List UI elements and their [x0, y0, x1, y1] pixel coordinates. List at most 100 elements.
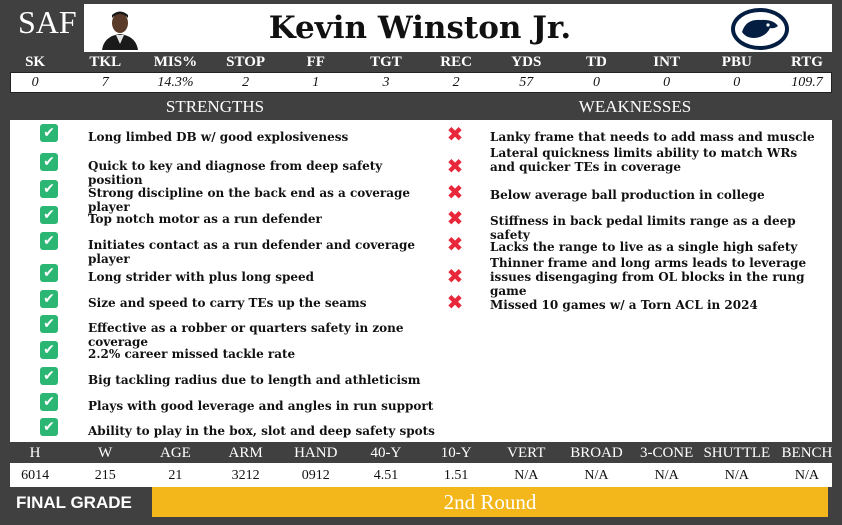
stat-value: 7 [101, 75, 109, 90]
combine-value: 4.51 [373, 468, 399, 483]
stat-value: 2 [242, 75, 250, 90]
weakness-item: ✖ Lacks the range to live as a single hig… [440, 234, 820, 256]
stat-header: FF [306, 54, 325, 70]
cross-icon: ✖ [446, 122, 464, 146]
strength-text: Long limbed DB w/ good explosiveness [88, 130, 349, 144]
strength-item: ✔ Plays with good leverage and angles in … [10, 393, 440, 415]
strength-text: Effective as a robber or quarters safety… [88, 321, 404, 349]
combine-value: N/A [584, 468, 609, 483]
check-icon: ✔ [40, 180, 58, 198]
stat-value: 2 [452, 75, 460, 90]
check-icon: ✔ [40, 153, 58, 171]
combine-value: 21 [168, 468, 183, 483]
stats-value-row [10, 72, 832, 93]
strength-item: ✔ Quick to key and diagnose from deep saf… [10, 153, 440, 187]
combine-values: 6014 215 21 3212 0912 4.51 1.51 N/A N/A N/A N/A N/A [0, 463, 842, 487]
combine-value-row [10, 463, 832, 487]
weakness-text: Lateral quickness limits ability to matc… [490, 146, 798, 174]
combine-header: W [98, 445, 113, 461]
check-icon: ✔ [40, 341, 58, 359]
stat-header: RTG [790, 54, 823, 70]
cross-icon: ✖ [446, 290, 464, 314]
stat-header: REC [440, 54, 472, 70]
strength-text: Quick to key and diagnose from deep safe… [88, 159, 383, 187]
strength-item: ✔ Long limbed DB w/ good explosiveness [10, 124, 440, 146]
stats-values: 0 7 14.3% 2 1 3 2 57 0 0 0 109.7 [0, 72, 842, 93]
stat-value: 57 [519, 75, 534, 90]
stat-value: 1 [312, 75, 320, 90]
weakness-item: ✖ Missed 10 games w/ a Torn ACL in 2024 [440, 292, 820, 314]
strength-item: ✔ Top notch motor as a run defender [10, 206, 440, 228]
weakness-text: Thinner frame and long arms leads to lev… [490, 256, 807, 298]
combine-header-row: H W AGE ARM HAND 40-Y 10-Y VERT BROAD 3-CONE SHUTT… [0, 443, 842, 463]
strength-text: Size and speed to carry TEs up the seams [88, 296, 367, 310]
check-icon: ✔ [40, 393, 58, 411]
player-photo [98, 6, 142, 50]
strength-text: 2.2% career missed tackle rate [88, 347, 296, 361]
check-icon: ✔ [40, 206, 58, 224]
stat-header: TKL [89, 54, 122, 70]
weakness-text: Stiffness in back pedal limits range as … [490, 214, 796, 242]
strength-text: Ability to play in the box, slot and dee… [88, 424, 435, 438]
combine-header: 3-CONE [639, 445, 694, 461]
combine-value: 1.51 [443, 468, 469, 483]
strength-item: ✔ Effective as a robber or quarters safet… [10, 315, 440, 349]
weakness-item: ✖ Thinner frame and long arms leads to le… [440, 256, 820, 298]
cross-icon: ✖ [446, 232, 464, 256]
stat-header: STOP [226, 54, 266, 70]
stat-value: 3 [382, 75, 390, 90]
combine-value: 215 [94, 468, 116, 483]
stat-value: 0 [592, 75, 600, 90]
check-icon: ✔ [40, 315, 58, 333]
strengths-title: STRENGTHS [165, 97, 265, 116]
final-grade-bar [152, 487, 828, 517]
cross-icon: ✖ [446, 264, 464, 288]
strength-text: Top notch motor as a run defender [88, 212, 322, 226]
stat-value: 0 [31, 75, 39, 90]
combine-header: AGE [160, 445, 191, 461]
player-name: Kevin Winston Jr. [268, 10, 572, 46]
combine-value: 0912 [301, 468, 330, 483]
combine-value: 3212 [231, 468, 260, 483]
cross-icon: ✖ [446, 154, 464, 178]
stat-header: MIS% [153, 54, 198, 70]
cross-icon: ✖ [446, 180, 464, 204]
check-icon: ✔ [40, 232, 58, 250]
stat-header: TGT [370, 54, 402, 70]
check-icon: ✔ [40, 264, 58, 282]
header-panel [84, 4, 832, 52]
combine-header: SHUTTLE [703, 445, 771, 461]
combine-value: 6014 [21, 468, 50, 483]
stat-header: INT [653, 54, 680, 70]
stat-header: SK [25, 54, 46, 70]
combine-header: 40-Y [370, 445, 402, 461]
strength-text: Strong discipline on the back end as a c… [88, 186, 411, 214]
stat-header: TD [586, 54, 607, 70]
combine-header: BROAD [570, 445, 623, 461]
strength-item: ✔ Big tackling radius due to length and a… [10, 367, 440, 389]
combine-value: N/A [514, 468, 539, 483]
weaknesses-title: WEAKNESSES [578, 97, 692, 116]
stat-header: PBU [721, 54, 752, 70]
final-grade-label: FINAL GRADE [16, 493, 132, 512]
weakness-item: ✖ Lateral quickness limits ability to mat… [440, 146, 820, 176]
final-grade-value: 2nd Round [443, 490, 537, 514]
strength-text: Big tackling radius due to length and at… [88, 373, 421, 387]
combine-header: H [29, 445, 41, 461]
stat-value: 0 [733, 75, 741, 90]
strength-text: Plays with good leverage and angles in r… [88, 399, 434, 413]
scouting-panel [10, 120, 832, 442]
strength-text: Initiates contact as a run defender and … [88, 238, 416, 266]
stat-value: 0 [663, 75, 671, 90]
combine-header: VERT [507, 445, 546, 461]
strength-item: ✔ Long strider with plus long speed [10, 264, 440, 286]
strength-item: ✔ Strong discipline on the back end as a … [10, 180, 440, 214]
stats-header-row: SK TKL MIS% STOP FF TGT REC YDS TD INT PBU RTG [0, 52, 842, 72]
weakness-text: Missed 10 games w/ a Torn ACL in 2024 [490, 298, 758, 312]
strength-item: ✔ 2.2% career missed tackle rate [10, 341, 440, 363]
weakness-text: Below average ball production in college [490, 188, 765, 202]
weakness-item: ✖ Below average ball production in colleg… [440, 182, 820, 204]
combine-header: 10-Y [440, 445, 472, 461]
combine-value: N/A [724, 468, 749, 483]
combine-header: BENCH [781, 445, 833, 461]
